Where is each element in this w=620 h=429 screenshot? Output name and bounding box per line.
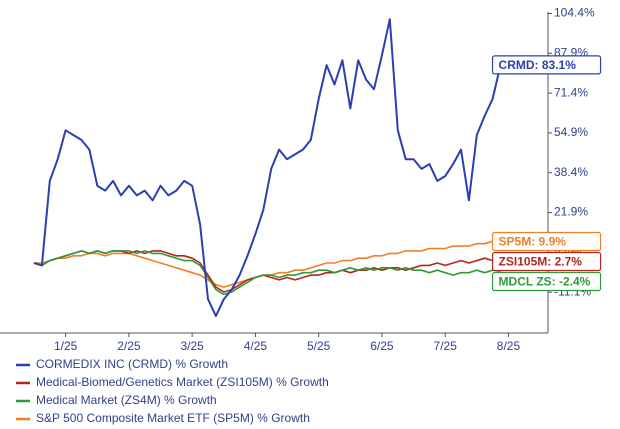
x-tick-label: 5/25 [307,339,331,353]
end-label-text: CRMD: 83.1% [499,58,577,72]
end-label-text: MDCL ZS: -2.4% [499,275,591,289]
y-tick-label: 54.9% [554,125,588,139]
y-tick-label: 71.4% [554,85,588,99]
end-label-text: ZSI105M: 2.7% [499,255,583,269]
end-label-box [491,271,602,292]
x-tick-label: 7/25 [434,339,458,353]
end-label-box [491,231,602,252]
end-label-text: SP5M: 9.9% [499,235,567,249]
x-tick-label: 8/25 [497,339,521,353]
end-label: CRMD: 83.1% [491,55,602,75]
end-label: MDCL ZS: -2.4% [491,271,602,292]
plot-area [0,12,548,333]
end-label: SP5M: 9.9% [491,231,602,252]
legend-label: Medical-Biomed/Genetics Market (ZSI105M)… [36,375,329,389]
end-label-box [491,55,602,75]
y-tick-label: 104.4% [554,6,595,20]
end-label: ZSI105M: 2.7% [491,251,602,272]
x-tick-label: 3/25 [180,339,204,353]
end-label-box [491,251,602,272]
y-tick-label: 38.4% [554,165,588,179]
x-tick-label: 6/25 [370,339,394,353]
y-tick-label: 21.9% [554,205,588,219]
series-line [33,18,502,318]
x-tick-label: 1/25 [54,339,78,353]
legend-label: CORMEDIX INC (CRMD) % Growth [36,357,228,371]
legend-label: Medical Market (ZS4M) % Growth [36,393,217,407]
x-tick-label: 2/25 [117,339,141,353]
series-line [33,250,501,296]
legend-label: S&P 500 Composite Market ETF (SP5M) % Gr… [36,411,310,425]
x-tick-label: 4/25 [244,339,268,353]
